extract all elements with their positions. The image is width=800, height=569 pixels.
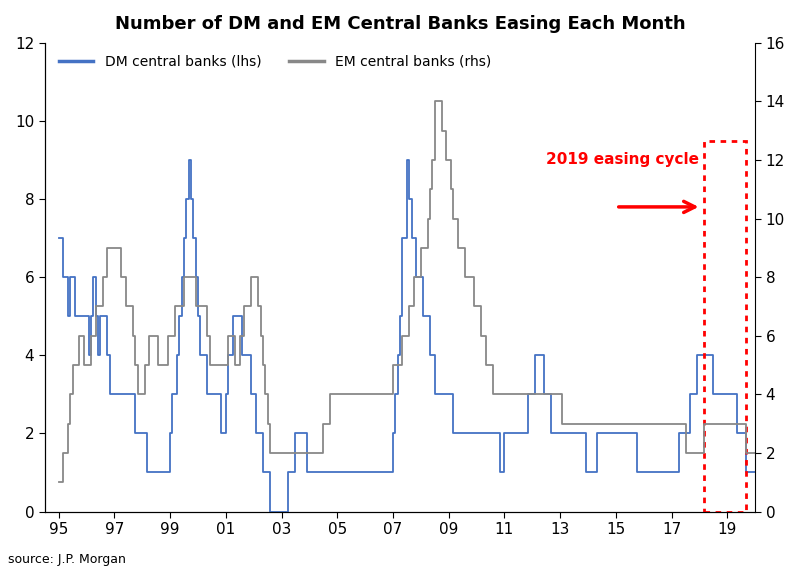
Text: 2019 easing cycle: 2019 easing cycle <box>546 152 699 167</box>
Legend: DM central banks (lhs), EM central banks (rhs): DM central banks (lhs), EM central banks… <box>58 55 491 68</box>
Title: Number of DM and EM Central Banks Easing Each Month: Number of DM and EM Central Banks Easing… <box>114 15 686 33</box>
Text: source: J.P. Morgan: source: J.P. Morgan <box>8 553 126 566</box>
Bar <box>704 141 746 512</box>
